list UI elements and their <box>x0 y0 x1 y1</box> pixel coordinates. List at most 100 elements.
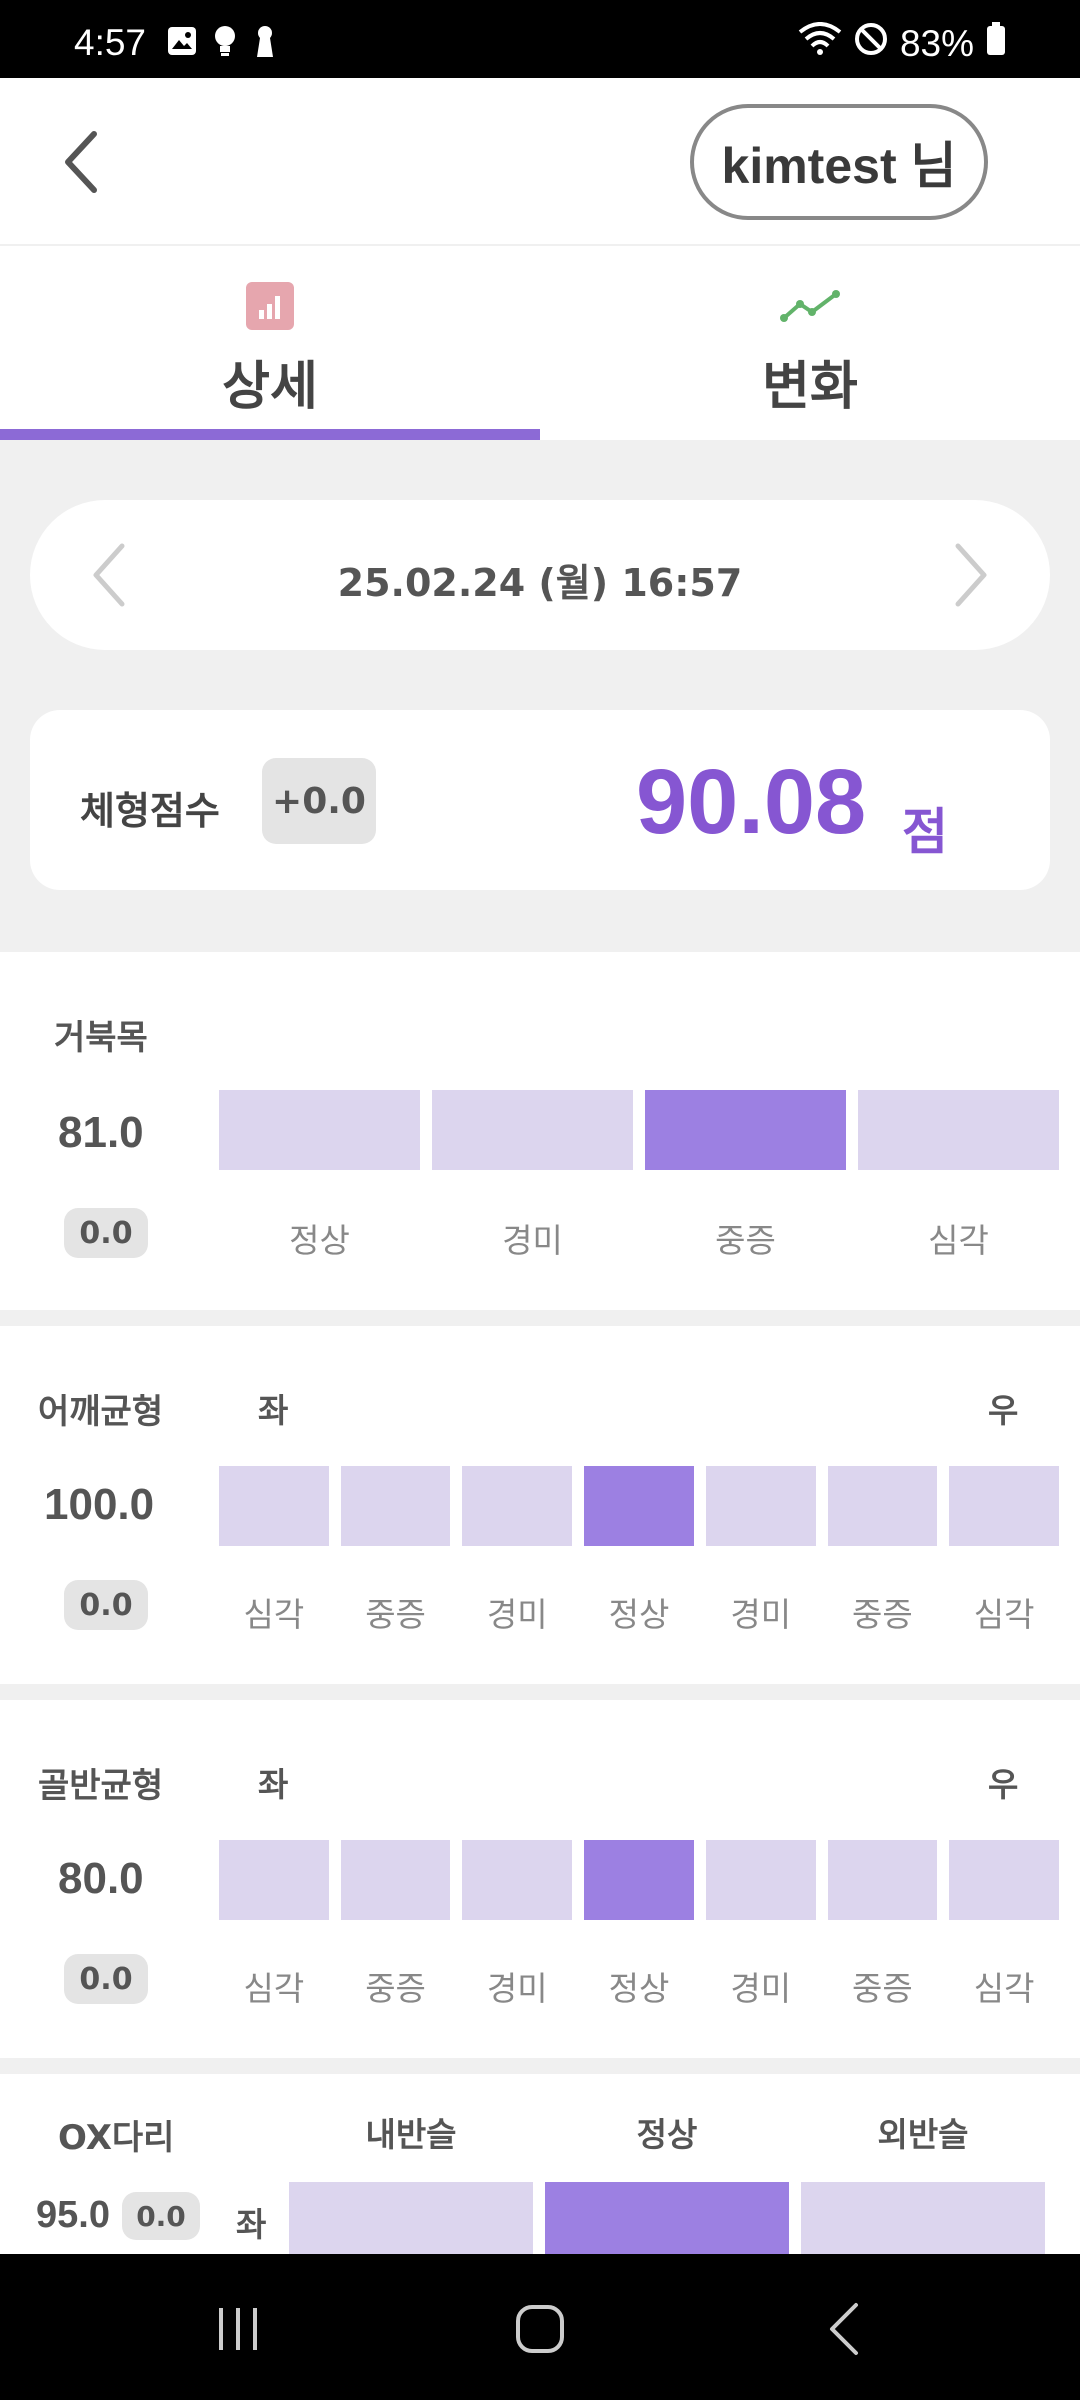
gauge-segment <box>432 1090 633 1170</box>
gauge-segment-label: 정상 <box>289 1221 350 1260</box>
line-chart-icon <box>780 290 840 322</box>
left-side-label: 좌 <box>258 1391 289 1430</box>
gauge-segment-active <box>545 2182 789 2254</box>
gauge-segment <box>219 1840 329 1920</box>
gauge-segment <box>219 1466 329 1546</box>
score-unit: 점 <box>902 803 948 861</box>
next-date-button[interactable] <box>952 540 992 614</box>
system-back-button[interactable] <box>804 2294 884 2364</box>
gauge-segment-label: 중증 <box>852 1595 913 1634</box>
gauge-segment-label: 경미 <box>486 1595 548 1634</box>
metric-name: 어깨균형 <box>38 1392 164 1432</box>
gauge-segment <box>219 1090 420 1170</box>
gauge-segment-label: 내반슬 <box>365 2115 457 2154</box>
gauge-segment-active <box>584 1840 694 1920</box>
chevron-right-icon <box>955 543 987 607</box>
metric-delta-badge: 0.0 <box>64 1208 148 1258</box>
right-side-label: 우 <box>988 1765 1019 1804</box>
gauge-segment-label: 중증 <box>365 1595 426 1634</box>
gauge-segment-label: 경미 <box>486 1969 548 2008</box>
tab-change[interactable]: 변화 <box>540 246 1080 440</box>
gauge-segment <box>827 1466 938 1546</box>
metric-value: 95.0 <box>36 2194 110 2236</box>
gauge-segment-label: 경미 <box>502 1221 563 1260</box>
gauge-segment-active <box>645 1090 846 1170</box>
gauge-segment-label: 심각 <box>973 1969 1035 2008</box>
chevron-left-icon <box>93 543 125 607</box>
user-name: kimtest 님 <box>721 138 957 194</box>
metric-delta-badge: 0.0 <box>64 1954 148 2004</box>
gauge-segment <box>462 1466 573 1546</box>
status-bar: 4:57 83% <box>0 0 1080 78</box>
metric-legs: OX다리 95.0 0.0 좌 내반슬 정상 외반슬 <box>0 2074 1080 2254</box>
tab-indicator <box>0 429 540 440</box>
gauge-segment-label: 정상 <box>608 1595 670 1634</box>
gallery-icon <box>166 25 198 62</box>
metric-pelvis: 골반균형 좌 우 80.0 0.0 심각 중증 경미 정상 경미 중증 심각 <box>0 1700 1080 2058</box>
gauge-segment-label: 경미 <box>730 1595 792 1634</box>
gauge-segment <box>827 1840 938 1920</box>
metric-name: OX다리 <box>58 2118 175 2158</box>
metric-name: 거북목 <box>54 1018 148 1058</box>
gauge-segment-label: 심각 <box>928 1221 989 1260</box>
gauge-segment-label: 중증 <box>715 1221 776 1260</box>
tab-detail-label: 상세 <box>222 357 318 417</box>
gauge-segment-label: 심각 <box>243 1969 305 2008</box>
gauge-segment <box>949 1840 1059 1920</box>
date-selector: 25.02.24 (월) 16:57 <box>30 500 1050 650</box>
gauge-segment <box>858 1090 1059 1170</box>
tab-change-label: 변화 <box>762 357 858 417</box>
metric-delta-badge: 0.0 <box>122 2192 200 2240</box>
metric-name: 골반균형 <box>38 1766 164 1806</box>
back-button[interactable] <box>50 122 110 202</box>
gauge-segment <box>705 1840 816 1920</box>
wifi-icon <box>798 22 842 65</box>
score-delta-badge: +0.0 <box>262 758 376 844</box>
bar-chart-icon <box>246 282 294 330</box>
gauge-segment-active <box>584 1466 694 1546</box>
gauge-segment <box>289 2182 533 2254</box>
body-score-card: 체형점수 +0.0 90.08 점 <box>30 710 1050 890</box>
right-side-label: 우 <box>988 1391 1019 1430</box>
bulb-icon <box>212 24 238 63</box>
back-arrow-icon <box>830 2303 858 2355</box>
measurement-date: 25.02.24 (월) 16:57 <box>337 561 743 605</box>
metric-value: 80.0 <box>58 1854 144 1903</box>
tab-bar: 상세 변화 <box>0 246 1080 440</box>
gauge-segment-label: 중증 <box>365 1969 426 2008</box>
gauge-segment-label: 경미 <box>730 1969 792 2008</box>
do-not-disturb-icon <box>854 22 888 65</box>
metric-delta-badge: 0.0 <box>64 1580 148 1630</box>
home-button[interactable] <box>500 2294 580 2364</box>
metric-neck: 거북목 81.0 0.0 정상 경미 중증 심각 <box>0 952 1080 1310</box>
gauge-segment-label: 정상 <box>608 1969 670 2008</box>
score-label: 체형점수 <box>80 789 220 833</box>
gauge-segment-label: 외반슬 <box>877 2115 969 2154</box>
gauge-segment-label: 심각 <box>243 1595 305 1634</box>
metric-shoulder: 어깨균형 좌 우 100.0 0.0 심각 중증 경미 정상 경미 중증 심각 <box>0 1326 1080 1684</box>
metric-value: 100.0 <box>44 1480 155 1529</box>
status-time: 4:57 <box>74 22 147 63</box>
battery-icon <box>986 22 1006 65</box>
gauge-segment-label: 중증 <box>852 1969 913 2008</box>
gauge-segment <box>462 1840 573 1920</box>
row-side-label: 좌 <box>236 2205 267 2244</box>
gauge-segment <box>340 1466 451 1546</box>
gauge-segment-label: 심각 <box>973 1595 1035 1634</box>
tab-detail[interactable]: 상세 <box>0 246 540 440</box>
gauge-segment <box>801 2182 1045 2254</box>
user-badge[interactable]: kimtest 님 <box>690 104 988 220</box>
keyhole-icon <box>252 24 278 63</box>
chevron-left-icon <box>65 131 97 193</box>
app-header: kimtest 님 <box>0 78 1080 246</box>
recent-apps-button[interactable] <box>198 2294 278 2364</box>
gauge-segment <box>340 1840 451 1920</box>
gauge-segment <box>705 1466 816 1546</box>
battery-level: 83% <box>899 22 974 64</box>
gauge-segment <box>949 1466 1059 1546</box>
gauge-segment-label: 정상 <box>636 2115 698 2154</box>
system-nav-bar <box>0 2254 1080 2400</box>
previous-date-button[interactable] <box>88 540 128 614</box>
metric-value: 81.0 <box>58 1108 144 1157</box>
home-icon <box>516 2305 564 2353</box>
